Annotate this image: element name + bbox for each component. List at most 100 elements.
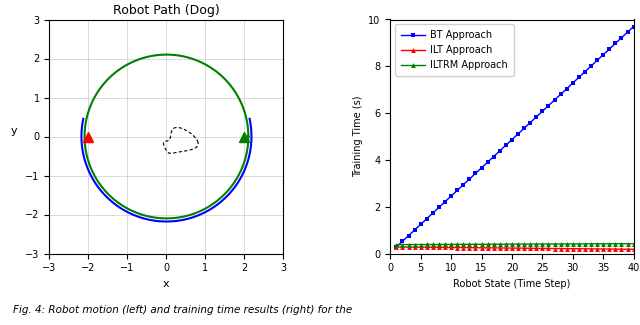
ILTRM Approach xyxy=(447,242,455,246)
BT Approach xyxy=(575,75,582,79)
ILTRM Approach xyxy=(477,242,485,246)
BT Approach xyxy=(502,143,509,147)
BT Approach xyxy=(599,53,607,57)
ILTRM Approach xyxy=(611,242,619,246)
ILT Approach xyxy=(429,245,436,249)
BT Approach xyxy=(605,47,613,51)
BT Approach xyxy=(526,121,534,124)
ILT Approach xyxy=(465,246,473,250)
BT Approach xyxy=(520,126,528,130)
ILT Approach xyxy=(520,246,528,250)
ILT Approach xyxy=(581,247,589,251)
ILT Approach xyxy=(435,245,443,249)
ILTRM Approach xyxy=(618,242,625,246)
BT Approach xyxy=(630,25,637,29)
ILTRM Approach xyxy=(550,242,558,246)
ILTRM Approach xyxy=(520,242,528,246)
ILTRM Approach xyxy=(441,242,449,246)
ILTRM Approach xyxy=(465,242,473,246)
BT Approach xyxy=(423,217,431,221)
BT Approach xyxy=(399,239,406,243)
ILTRM Approach xyxy=(392,243,400,247)
ILTRM Approach xyxy=(484,242,492,246)
BT Approach xyxy=(514,132,522,136)
ILT Approach xyxy=(526,246,534,250)
ILTRM Approach xyxy=(630,242,637,246)
ILT Approach xyxy=(392,245,400,249)
BT Approach xyxy=(611,42,619,46)
ILTRM Approach xyxy=(435,242,443,246)
Text: Fig. 4: Robot motion (left) and training time results (right) for the: Fig. 4: Robot motion (left) and training… xyxy=(13,305,352,315)
ILTRM Approach xyxy=(423,242,431,246)
ILT Approach xyxy=(611,247,619,251)
ILTRM Approach xyxy=(563,242,570,246)
ILT Approach xyxy=(417,245,424,249)
ILTRM Approach xyxy=(399,243,406,247)
BT Approach xyxy=(581,70,589,74)
ILTRM Approach xyxy=(557,242,564,246)
ILT Approach xyxy=(484,246,492,250)
BT Approach xyxy=(460,183,467,187)
BT Approach xyxy=(441,200,449,204)
ILT Approach xyxy=(411,245,419,249)
BT Approach xyxy=(550,98,558,102)
BT Approach xyxy=(429,211,436,215)
BT Approach xyxy=(477,166,485,170)
ILT Approach xyxy=(447,246,455,250)
ILTRM Approach xyxy=(545,242,552,246)
ILTRM Approach xyxy=(569,242,577,246)
ILTRM Approach xyxy=(490,242,497,246)
BT Approach xyxy=(623,30,631,34)
Line: BT Approach: BT Approach xyxy=(394,24,636,249)
ILT Approach xyxy=(599,247,607,251)
BT Approach xyxy=(593,58,601,62)
ILTRM Approach xyxy=(472,242,479,246)
BT Approach xyxy=(618,36,625,40)
Y-axis label: Training Time (s): Training Time (s) xyxy=(353,96,363,177)
ILTRM Approach xyxy=(508,242,516,246)
ILTRM Approach xyxy=(417,242,424,246)
ILT Approach xyxy=(514,246,522,250)
BT Approach xyxy=(490,155,497,159)
ILT Approach xyxy=(460,246,467,250)
BT Approach xyxy=(538,109,546,113)
ILTRM Approach xyxy=(453,242,461,246)
BT Approach xyxy=(435,205,443,209)
ILTRM Approach xyxy=(526,242,534,246)
ILT Approach xyxy=(453,246,461,250)
ILT Approach xyxy=(630,247,637,251)
BT Approach xyxy=(392,245,400,249)
ILTRM Approach xyxy=(496,242,504,246)
ILT Approach xyxy=(477,246,485,250)
ILT Approach xyxy=(502,246,509,250)
ILT Approach xyxy=(563,247,570,251)
BT Approach xyxy=(404,234,412,238)
ILT Approach xyxy=(593,247,601,251)
BT Approach xyxy=(484,160,492,164)
ILT Approach xyxy=(605,247,613,251)
ILTRM Approach xyxy=(538,242,546,246)
ILTRM Approach xyxy=(514,242,522,246)
ILTRM Approach xyxy=(581,242,589,246)
BT Approach xyxy=(545,104,552,108)
ILTRM Approach xyxy=(605,242,613,246)
ILTRM Approach xyxy=(599,242,607,246)
Title: Robot Path (Dog): Robot Path (Dog) xyxy=(113,4,220,17)
ILT Approach xyxy=(404,245,412,249)
ILT Approach xyxy=(496,246,504,250)
ILT Approach xyxy=(550,247,558,251)
ILTRM Approach xyxy=(411,242,419,246)
X-axis label: Robot State (Time Step): Robot State (Time Step) xyxy=(453,279,571,289)
Legend: BT Approach, ILT Approach, ILTRM Approach: BT Approach, ILT Approach, ILTRM Approac… xyxy=(395,24,514,76)
ILT Approach xyxy=(532,246,540,250)
ILTRM Approach xyxy=(404,242,412,246)
Y-axis label: y: y xyxy=(11,126,17,136)
X-axis label: x: x xyxy=(163,279,170,289)
ILT Approach xyxy=(399,245,406,249)
ILT Approach xyxy=(545,246,552,250)
ILTRM Approach xyxy=(429,242,436,246)
ILT Approach xyxy=(557,247,564,251)
ILT Approach xyxy=(490,246,497,250)
BT Approach xyxy=(472,172,479,176)
ILT Approach xyxy=(575,247,582,251)
